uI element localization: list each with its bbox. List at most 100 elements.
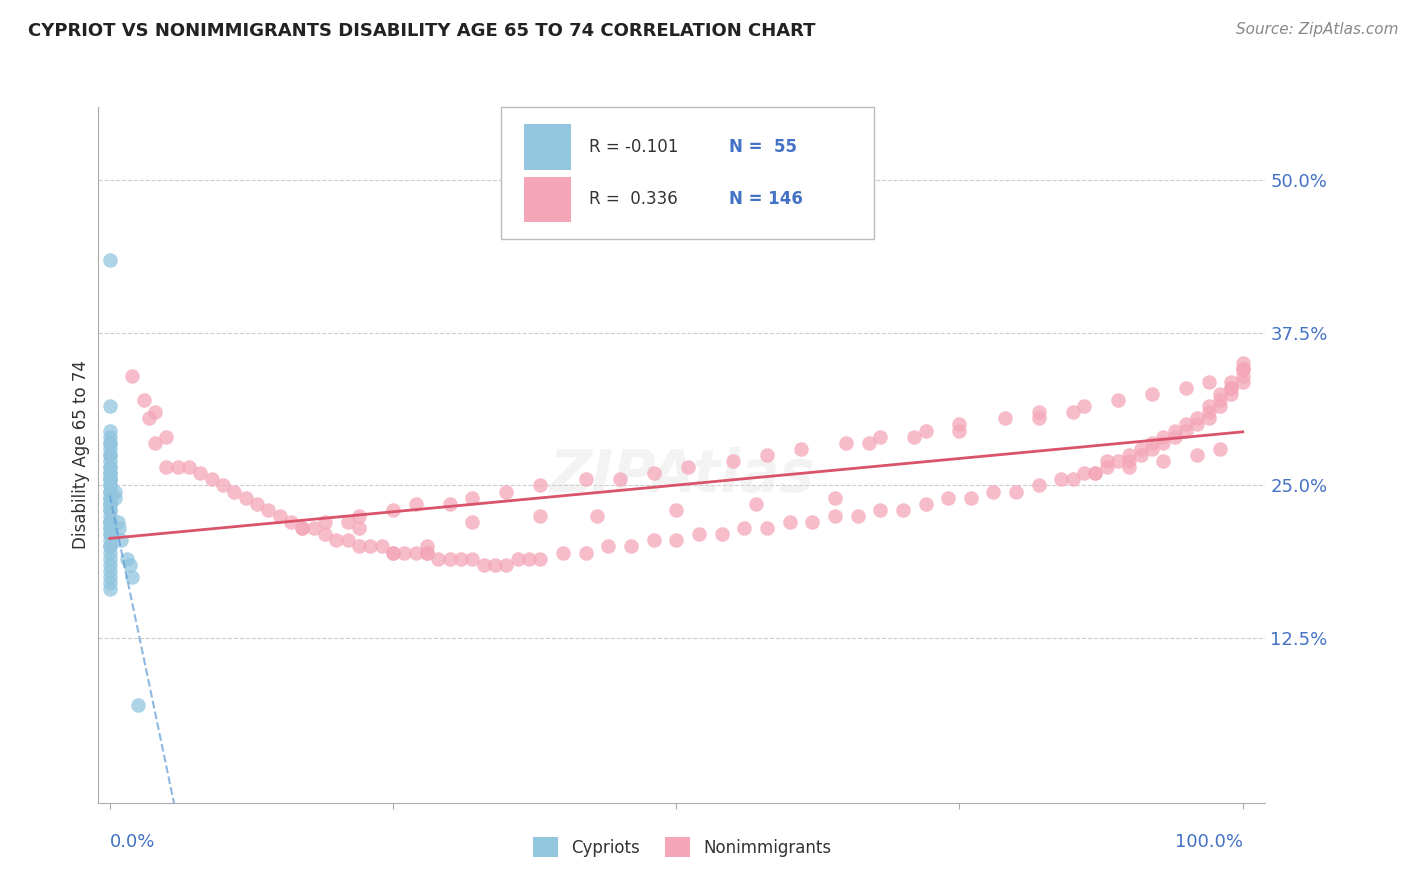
Point (132, 392, 155, 407)
Bar (524, 125, 571, 169)
Point (710, 527, 733, 541)
Point (439, 551, 461, 566)
Point (1118, 454, 1140, 468)
Point (1140, 442, 1163, 456)
Point (166, 460, 188, 475)
Point (427, 551, 450, 566)
Point (1129, 442, 1152, 456)
Point (1198, 405, 1220, 419)
Point (1005, 484, 1028, 499)
Point (98, 472, 121, 486)
Point (98, 582, 121, 597)
Point (382, 545, 405, 559)
Text: CYPRIOT VS NONIMMIGRANTS DISABILITY AGE 65 TO 74 CORRELATION CHART: CYPRIOT VS NONIMMIGRANTS DISABILITY AGE … (28, 22, 815, 40)
Point (370, 540, 392, 554)
Point (801, 515, 824, 529)
Point (98, 521, 121, 535)
Point (1152, 435, 1174, 450)
Point (108, 521, 131, 535)
Point (575, 545, 598, 559)
Point (98, 435, 121, 450)
Point (98, 564, 121, 578)
Point (314, 527, 336, 541)
Point (779, 515, 801, 529)
Point (755, 521, 778, 535)
Point (1232, 362, 1254, 376)
Point (347, 521, 370, 535)
Point (98, 448, 121, 462)
Point (688, 527, 710, 541)
Point (461, 515, 484, 529)
Point (914, 424, 936, 438)
Point (529, 551, 551, 566)
Point (755, 448, 778, 462)
Point (1152, 429, 1174, 443)
Point (1198, 375, 1220, 389)
Point (1209, 399, 1232, 413)
Point (744, 497, 766, 511)
Point (1175, 381, 1198, 395)
Point (529, 478, 551, 492)
Text: N =  55: N = 55 (728, 138, 797, 156)
Point (98, 515, 121, 529)
Point (359, 540, 381, 554)
Point (98, 448, 121, 462)
Point (98, 527, 121, 541)
Point (224, 484, 246, 499)
Point (598, 540, 620, 554)
Point (336, 515, 359, 529)
Point (1187, 411, 1209, 425)
Point (394, 545, 416, 559)
Point (98, 484, 121, 499)
Point (721, 454, 744, 468)
Point (98, 467, 121, 481)
FancyBboxPatch shape (501, 107, 875, 239)
Point (98, 576, 121, 591)
Point (246, 497, 269, 511)
Point (551, 545, 574, 559)
Point (98, 467, 121, 481)
Point (155, 429, 177, 443)
Point (1220, 381, 1243, 395)
Point (948, 424, 970, 438)
Point (104, 484, 127, 499)
Point (1209, 387, 1232, 401)
Point (98, 472, 121, 486)
Point (98, 551, 121, 566)
Point (495, 558, 517, 572)
Point (824, 491, 846, 505)
Point (98, 527, 121, 541)
Point (1084, 467, 1107, 481)
Point (1140, 387, 1163, 401)
Point (676, 460, 699, 475)
Point (643, 467, 665, 481)
Point (98, 454, 121, 468)
Point (416, 545, 439, 559)
Point (858, 435, 880, 450)
Point (1187, 417, 1209, 432)
Point (98, 491, 121, 505)
Point (98, 484, 121, 499)
Point (104, 491, 127, 505)
Point (416, 540, 439, 554)
Point (382, 545, 405, 559)
Point (790, 442, 813, 456)
Point (733, 521, 755, 535)
Point (336, 533, 359, 548)
Point (891, 503, 914, 517)
Point (98, 497, 121, 511)
Point (846, 508, 869, 523)
Point (107, 515, 129, 529)
Point (120, 558, 142, 572)
Point (98, 503, 121, 517)
Point (609, 472, 631, 486)
Point (98, 478, 121, 492)
Point (824, 508, 846, 523)
Point (1095, 460, 1118, 475)
Point (190, 467, 212, 481)
Point (1062, 472, 1084, 486)
Text: R =  0.336: R = 0.336 (589, 190, 678, 208)
Point (98, 508, 121, 523)
Point (903, 429, 925, 443)
Point (484, 558, 506, 572)
